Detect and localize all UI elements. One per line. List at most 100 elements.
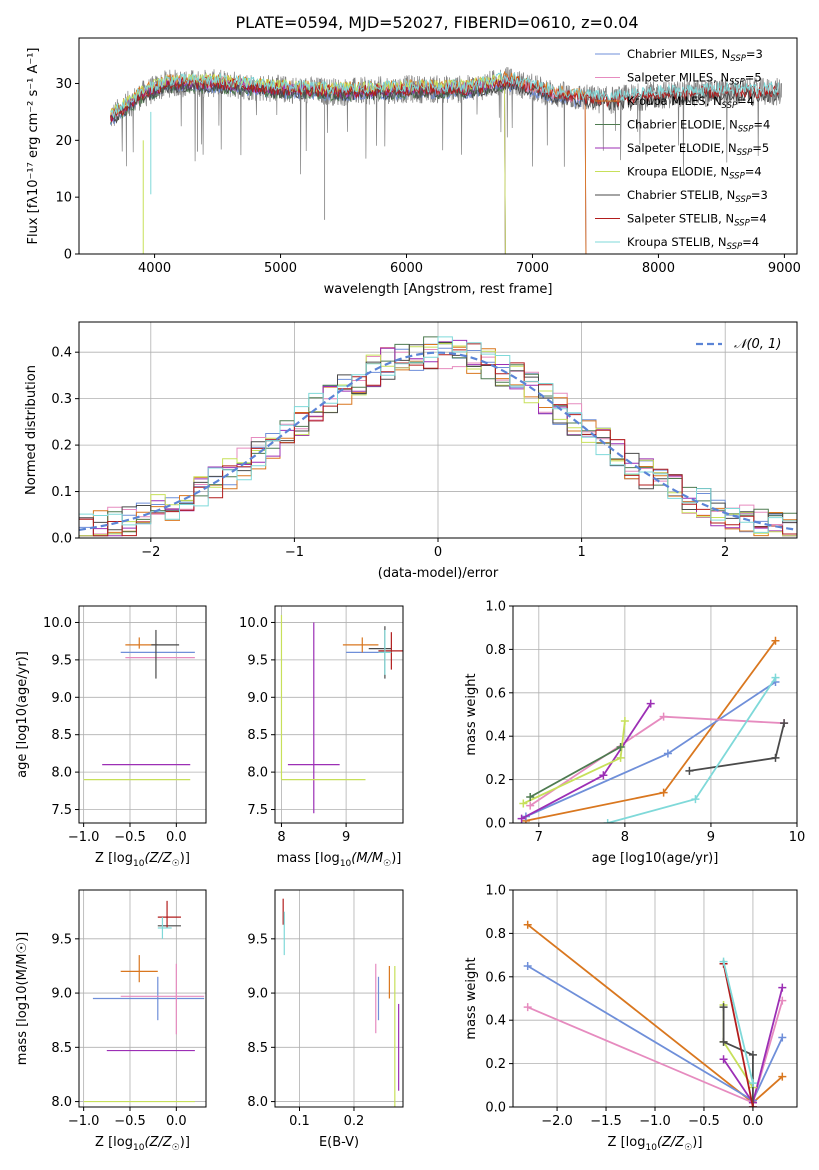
plot-area — [83, 900, 205, 1103]
x-tick-label: 9000 — [768, 261, 801, 276]
data-point-marker — [646, 699, 655, 708]
model-spectrum-salpeter-miles — [110, 75, 587, 254]
data-point-marker — [616, 743, 625, 752]
y-axis-label: mass weight — [464, 673, 479, 755]
y-tick-label: 0.4 — [485, 730, 506, 745]
data-point-marker — [599, 771, 608, 780]
y-tick-label: 0.0 — [51, 532, 72, 547]
axes-frame — [512, 605, 798, 824]
axes-frame — [274, 889, 404, 1108]
legend-entry: Kroupa MILES, NSSP=4 — [627, 94, 754, 111]
data-point-marker — [719, 1055, 728, 1064]
data-point-marker — [517, 814, 526, 823]
y-tick-label: 0.6 — [485, 686, 506, 701]
x-axis-label: wavelength [Angstrom, rest frame] — [324, 282, 553, 297]
x-tick-label: −1.5 — [590, 1114, 622, 1129]
x-tick-label: −2 — [141, 545, 160, 560]
panel-age-vs-z: −1.0 −0.5 0.0 7.5 8.0 8.5 9.0 9.5 10.0 Z [log10(Z… — [15, 605, 207, 869]
y-tick-label: 1.0 — [485, 600, 506, 615]
series-kroupa-elodie — [722, 1005, 754, 1088]
data-point-marker — [685, 766, 694, 775]
y-tick-label: 30 — [55, 77, 72, 92]
y-tick-label: 9.5 — [51, 932, 72, 947]
y-tick-label: 10.0 — [239, 616, 268, 631]
panel-mass-weight-vs-z: −2.0 −1.5 −1.0 −0.5 0.0 0.0 0.2 0.4 0.6 0.8 1.0 Z [… — [464, 884, 798, 1153]
y-axis-label: Normed distribution — [24, 365, 39, 495]
data-point-marker — [519, 799, 528, 808]
plot-area — [79, 336, 797, 537]
x-tick-label: 0.0 — [166, 1114, 187, 1129]
x-tick-label: 0.0 — [166, 830, 187, 845]
x-tick-label: −0.5 — [114, 1114, 146, 1129]
x-tick-label: −1 — [285, 545, 304, 560]
x-tick-label: −0.5 — [688, 1114, 720, 1129]
y-tick-label: 9.0 — [51, 987, 72, 1002]
x-tick-label: −2.0 — [541, 1114, 573, 1129]
x-axis-label: Z [log10(Z/Z☉)] — [608, 1135, 703, 1153]
legend-entry: Kroupa ELODIE, NSSP=4 — [627, 165, 762, 182]
panel-mass-vs-ebv: 0.1 0.2 8.0 8.5 9.0 9.5 E(B-V) — [247, 889, 404, 1150]
data-point-marker — [748, 1103, 757, 1107]
x-tick-label: 7 — [535, 830, 543, 845]
legend-entry: Kroupa STELIB, NSSP=4 — [627, 235, 759, 252]
y-axis-label: mass weight — [464, 957, 479, 1039]
data-point-marker — [616, 753, 625, 762]
y-tick-label: 0.8 — [485, 643, 506, 658]
x-tick-label: 8 — [277, 830, 285, 845]
figure-title: PLATE=0594, MJD=52027, FIBERID=0610, z=0… — [235, 13, 638, 32]
data-point-marker — [603, 819, 612, 823]
y-tick-label: 0.0 — [485, 817, 506, 832]
legend-entry: Chabrier MILES, NSSP=3 — [627, 47, 763, 64]
panel-mass-weight-vs-age: 7 8 9 10 0.0 0.2 0.4 0.6 0.8 1.0 age [log10(age/yr… — [464, 600, 805, 867]
data-point-marker — [780, 719, 789, 728]
series-salpeter-stelib — [722, 963, 754, 1107]
series-chabrier-elodie — [529, 746, 622, 798]
data-point-marker — [523, 1003, 532, 1012]
y-tick-label: 9.5 — [247, 932, 268, 947]
model-spectrum-chabrier-elodie — [110, 79, 506, 254]
data-point-marker — [771, 673, 780, 682]
data-point-marker — [771, 636, 780, 645]
y-tick-label: 8.5 — [247, 728, 268, 743]
y-tick-label: 0.4 — [485, 1014, 506, 1029]
axes-frame — [78, 37, 798, 255]
y-tick-label: 8.5 — [51, 728, 72, 743]
y-axis-label: Flux [fλ10⁻¹⁷ erg cm⁻² s⁻¹ A⁻¹] — [26, 48, 41, 245]
x-tick-label: 8000 — [642, 261, 675, 276]
y-tick-label: 20 — [55, 134, 72, 149]
x-tick-label: 9 — [342, 830, 350, 845]
x-tick-label: 2 — [721, 545, 729, 560]
x-axis-label: (data-model)/error — [378, 566, 499, 581]
x-tick-label: 6000 — [390, 261, 423, 276]
data-point-marker — [620, 717, 629, 726]
y-tick-label: 10 — [55, 191, 72, 206]
panel-age-vs-mass: 8 9 7.5 8.0 8.5 9.0 9.5 10.0 mass [log10(M/M☉)] — [239, 605, 404, 869]
legend-entry: Salpeter ELODIE, NSSP=5 — [627, 141, 769, 158]
x-tick-label: 1 — [577, 545, 585, 560]
data-point-marker — [663, 749, 672, 758]
y-tick-label: 8.5 — [247, 1041, 268, 1056]
legend: Chabrier MILES, NSSP=3 Salpeter MILES, NS… — [595, 47, 770, 252]
plot-area — [282, 898, 400, 1107]
y-tick-label: 0.1 — [51, 485, 72, 500]
model-spectrum-salpeter-elodie — [110, 76, 506, 254]
y-tick-label: 0.2 — [51, 439, 72, 454]
series-salpeter-elodie — [521, 703, 652, 820]
x-tick-label: 0.2 — [344, 1114, 365, 1129]
model-spectrum-kroupa-stelib — [110, 71, 780, 118]
data-point-marker — [719, 1037, 728, 1046]
x-tick-label: 4000 — [138, 261, 171, 276]
y-tick-label: 0.6 — [485, 970, 506, 985]
legend-entry: Chabrier ELODIE, NSSP=4 — [627, 118, 770, 135]
y-tick-label: 9.0 — [51, 691, 72, 706]
data-point-marker — [771, 753, 780, 762]
x-tick-label: 8 — [621, 830, 629, 845]
data-point-marker — [523, 920, 532, 929]
legend-entry: Chabrier STELIB, NSSP=3 — [627, 188, 768, 205]
hist-salpeter-stelib — [79, 343, 797, 537]
data-point-marker — [748, 1050, 757, 1059]
panel-residual-histogram: −2 −1 0 1 2 0.0 0.1 0.2 0.3 0.4 (data-model)/error… — [24, 321, 798, 581]
x-tick-label: −1.0 — [639, 1114, 671, 1129]
data-point-marker — [691, 795, 700, 804]
